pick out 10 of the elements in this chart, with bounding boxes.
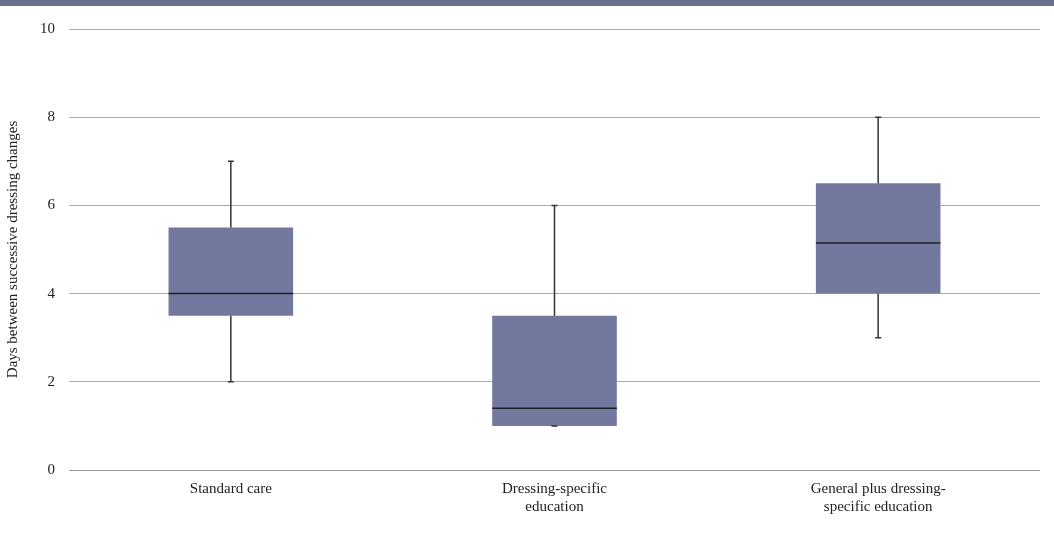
y-axis-title: Days between successive dressing changes [3,120,20,379]
x-tick-label: General plus dressing-specific education [810,479,946,514]
x-tick-label: Dressing-specific education [502,479,608,514]
y-tick-label: 6 [47,196,56,213]
y-tick-label: 0 [47,460,55,477]
y-tick-label: 8 [47,108,55,125]
y-tick-label: 2 [47,372,55,389]
y-tick-label: 10 [40,19,55,36]
y-tick-label: 4 [47,284,56,301]
x-tick-label: Standard care [189,479,273,496]
